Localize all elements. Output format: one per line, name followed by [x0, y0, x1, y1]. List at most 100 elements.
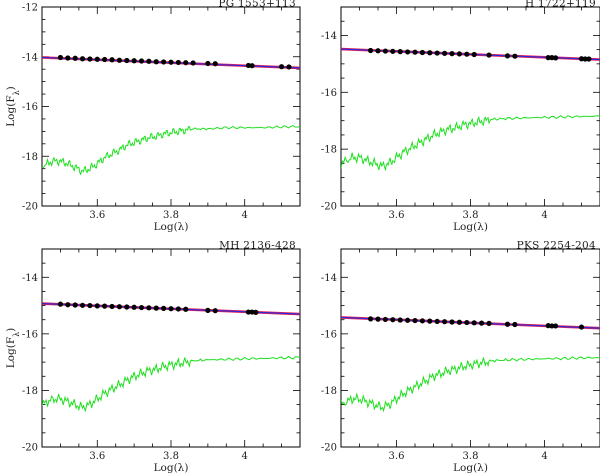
data-point	[190, 60, 196, 66]
axes-frame	[340, 248, 600, 448]
data-point	[161, 59, 167, 65]
data-point	[553, 55, 559, 61]
data-point	[512, 53, 518, 59]
data-point	[131, 58, 137, 64]
data-point	[397, 317, 403, 323]
panel-title: MH 2136-428	[219, 240, 296, 252]
data-point	[405, 49, 411, 55]
y-tick-label: -18	[321, 145, 337, 156]
axes-frame	[41, 6, 301, 207]
panel-4: -20 -18 -16 -14 3.6 3.8 4 Log(λ) PKS 2254-204	[321, 240, 600, 474]
data-point	[382, 48, 388, 54]
data-point	[464, 51, 470, 57]
x-tick-label: 4	[242, 451, 248, 462]
y-tick-label: -20	[22, 202, 38, 213]
data-point	[94, 56, 100, 62]
data-point	[79, 56, 86, 62]
panel-title: PKS 2254-204	[517, 240, 596, 252]
data-point	[72, 55, 78, 61]
x-tick-label: 3.6	[89, 210, 105, 221]
data-point	[286, 64, 292, 70]
data-point	[138, 58, 145, 64]
data-point	[109, 303, 115, 310]
data-point	[175, 306, 181, 312]
data-point	[183, 306, 189, 312]
data-point	[434, 50, 440, 56]
panel-title: H 1722+119	[525, 0, 596, 10]
y-tick-label: -14	[22, 273, 38, 284]
host-template-line	[341, 356, 600, 413]
data-point	[116, 304, 122, 310]
data-point	[427, 318, 433, 324]
data-point	[87, 302, 93, 309]
data-point	[212, 308, 218, 314]
data-point	[153, 305, 159, 311]
data-point	[57, 301, 64, 307]
data-point	[153, 59, 159, 65]
plot-area	[42, 301, 300, 412]
data-point	[245, 309, 251, 315]
data-point	[124, 304, 130, 310]
y-tick-label: -18	[321, 386, 337, 397]
data-point	[405, 317, 411, 323]
data-point	[109, 57, 115, 63]
data-point	[253, 309, 259, 315]
data-point	[375, 316, 381, 322]
data-point	[449, 51, 455, 57]
axes-frame	[340, 6, 600, 207]
data-point	[183, 60, 189, 66]
panel-3: -20 -18 -16 -14 3.6 3.8 4 Log(λ) Log(Fλ) MH 2136-…	[5, 240, 301, 474]
data-point	[72, 302, 78, 308]
data-point	[65, 55, 71, 61]
data-point	[168, 59, 174, 65]
y-axis-label: Log(Fλ)	[5, 328, 21, 369]
data-point	[464, 319, 470, 326]
x-tick-label: 3.6	[389, 451, 405, 462]
y-tick-label: -16	[22, 102, 38, 113]
y-tick-label: -18	[22, 152, 38, 163]
data-point	[249, 63, 255, 69]
y-tick-label: -16	[22, 329, 38, 340]
data-point	[168, 306, 174, 312]
data-point	[382, 316, 388, 323]
data-point	[94, 303, 100, 309]
data-point	[512, 321, 518, 328]
data-point	[390, 48, 396, 54]
data-point	[397, 49, 403, 55]
data-point	[549, 55, 555, 61]
y-axis-label: Log(Fλ)	[5, 86, 21, 127]
data-point	[442, 319, 448, 325]
data-point	[471, 320, 477, 326]
data-point	[434, 318, 440, 325]
data-point	[486, 52, 492, 58]
x-axis-label: Log(λ)	[154, 462, 189, 474]
data-point	[205, 307, 211, 313]
data-point	[549, 323, 555, 329]
data-point	[582, 56, 588, 62]
y-tick-label: -20	[22, 443, 38, 454]
plot-area	[42, 54, 300, 176]
panel-title: PG 1553+113	[218, 0, 296, 10]
data-point	[175, 59, 181, 66]
x-axis-label: Log(λ)	[453, 221, 488, 233]
data-point	[57, 54, 64, 61]
data-point	[427, 50, 433, 56]
data-point	[161, 305, 167, 311]
data-point	[116, 57, 122, 63]
host-template-line	[42, 125, 300, 176]
y-tick-label: -14	[22, 52, 38, 63]
host-template-line	[42, 355, 300, 412]
host-template-line	[341, 115, 600, 172]
data-point	[212, 61, 218, 67]
data-point	[486, 320, 492, 326]
data-point	[79, 302, 86, 308]
data-point	[442, 50, 448, 56]
data-point	[456, 51, 462, 57]
data-point	[102, 303, 108, 309]
data-point	[375, 48, 381, 54]
data-point	[102, 56, 108, 63]
data-point	[146, 305, 152, 311]
data-point	[449, 319, 455, 325]
x-axis-label: Log(λ)	[154, 221, 189, 233]
